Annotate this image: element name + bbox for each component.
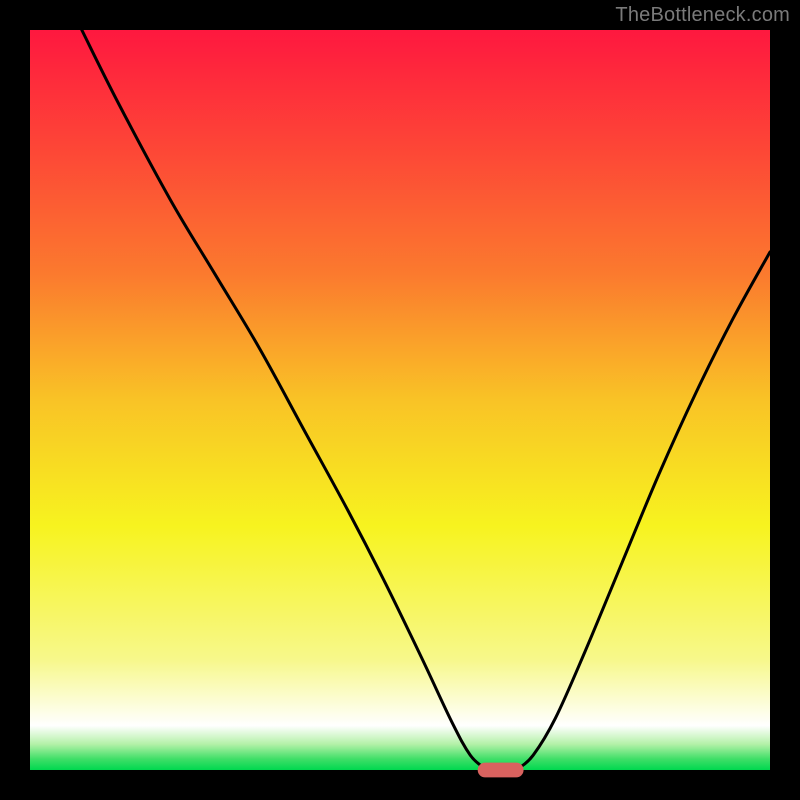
chart-container: { "chart": { "type": "line", "watermark"… <box>0 0 800 800</box>
optimal-marker <box>30 30 770 780</box>
watermark-text: TheBottleneck.com <box>615 4 790 27</box>
